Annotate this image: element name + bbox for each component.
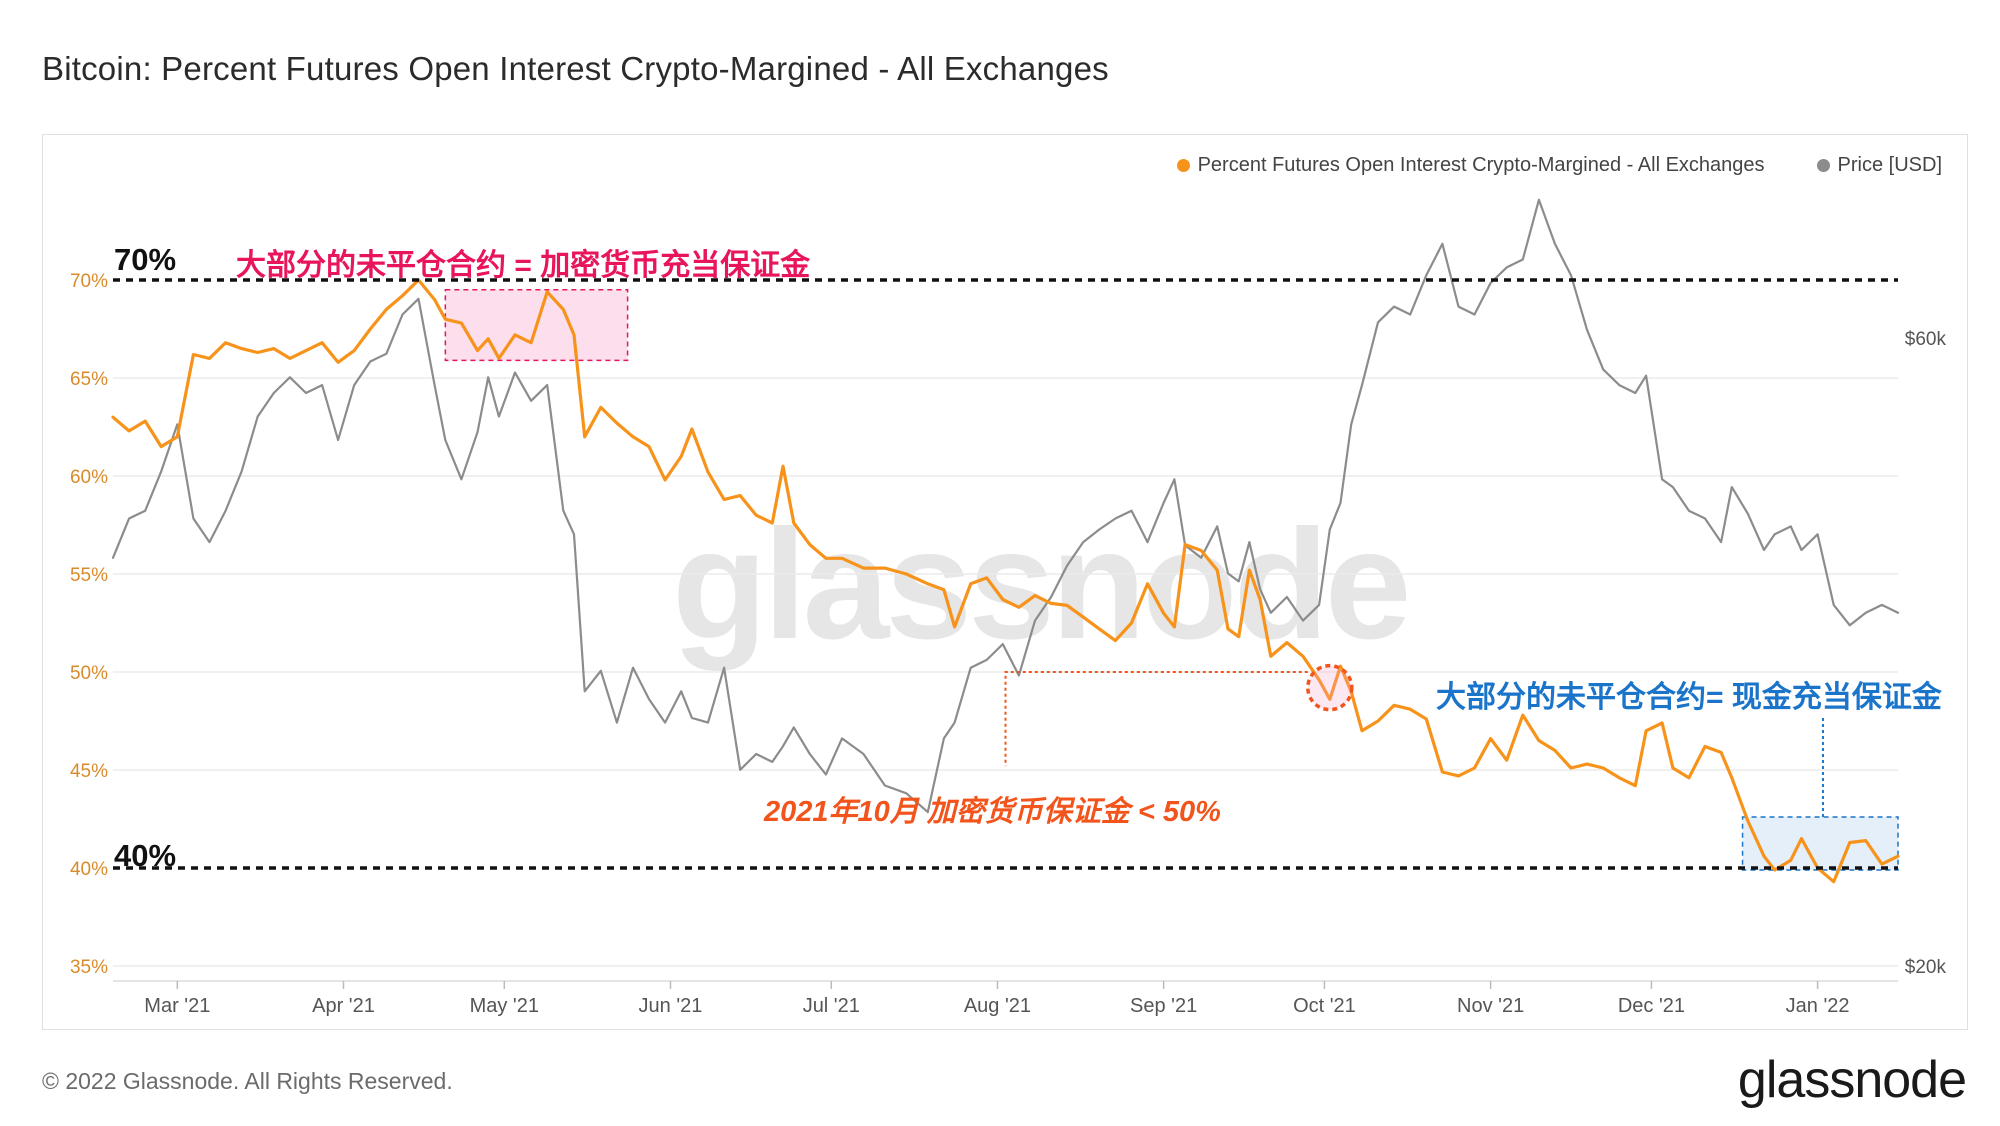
- x-tick-label: Sep '21: [1130, 995, 1197, 1017]
- x-tick-label: May '21: [470, 995, 539, 1017]
- x-tick-label: Mar '21: [144, 995, 210, 1017]
- x-tick-label: Dec '21: [1618, 995, 1685, 1017]
- price-line: [111, 198, 1900, 814]
- chart-panel: [42, 134, 1968, 1030]
- legend-item-percent[interactable]: Percent Futures Open Interest Crypto-Mar…: [1176, 154, 1765, 177]
- x-tick-label: Jan '22: [1786, 995, 1850, 1017]
- price-series-layer: [111, 198, 1900, 814]
- y-left-tick-label: 35%: [70, 957, 108, 978]
- reference-line-layer: [113, 278, 1898, 870]
- level-high-label: 70%: [114, 242, 177, 277]
- y-left-tick-label: 45%: [70, 761, 108, 782]
- percent-series-layer: [111, 278, 1900, 884]
- blue-highlight-box: [1741, 816, 1899, 871]
- legend-label-percent: Percent Futures Open Interest Crypto-Mar…: [1197, 154, 1765, 176]
- y-right-tick-label: $20k: [1905, 957, 1947, 978]
- percent-line: [111, 278, 1900, 884]
- legend-dot-percent: [1176, 159, 1190, 172]
- chart-title: Bitcoin: Percent Futures Open Interest C…: [42, 50, 1109, 87]
- legend-label-price: Price [USD]: [1837, 154, 1942, 176]
- x-tick-label: Nov '21: [1457, 995, 1524, 1017]
- x-tick-label: Aug '21: [964, 995, 1031, 1017]
- top-annotation: 大部分的未平仓合约 = 加密货币充当保证金: [236, 249, 811, 282]
- right-annotation: 大部分的未平仓合约= 现金充当保证金: [1436, 681, 1942, 714]
- x-tick-label: Jun '21: [639, 995, 703, 1017]
- oct-highlight-circle: [1306, 663, 1354, 712]
- legend-dot-price: [1816, 159, 1830, 172]
- x-tick-label: Apr '21: [312, 995, 375, 1017]
- y-left-tick-label: 55%: [70, 565, 108, 586]
- y-left-tick-label: 40%: [70, 859, 108, 880]
- x-tick-label: Oct '21: [1293, 995, 1356, 1017]
- legend: Percent Futures Open Interest Crypto-Mar…: [1176, 154, 1942, 177]
- x-tick-label: Jul '21: [803, 995, 860, 1017]
- highlight-layer: [444, 289, 1899, 871]
- y-left-tick-label: 60%: [70, 467, 108, 488]
- copyright: © 2022 Glassnode. All Rights Reserved.: [42, 1068, 453, 1094]
- legend-item-price[interactable]: Price [USD]: [1816, 154, 1942, 177]
- y-right-tick-label: $60k: [1905, 329, 1947, 350]
- glassnode-logo[interactable]: glassnode: [1737, 1051, 1967, 1109]
- axis-layer: 35% 40% 45% 50% 55% 60% 65% 70% $20k $60k Mar '21 A…: [70, 271, 1947, 1017]
- y-left-tick-label: 50%: [70, 663, 108, 684]
- oct-connector-line: [1004, 671, 1308, 767]
- level-low-label: 40%: [114, 838, 177, 873]
- y-left-tick-label: 70%: [70, 271, 108, 292]
- oct-annotation: 2021年10月 加密货币保证金 < 50%: [764, 796, 1221, 828]
- y-left-tick-label: 65%: [70, 369, 108, 390]
